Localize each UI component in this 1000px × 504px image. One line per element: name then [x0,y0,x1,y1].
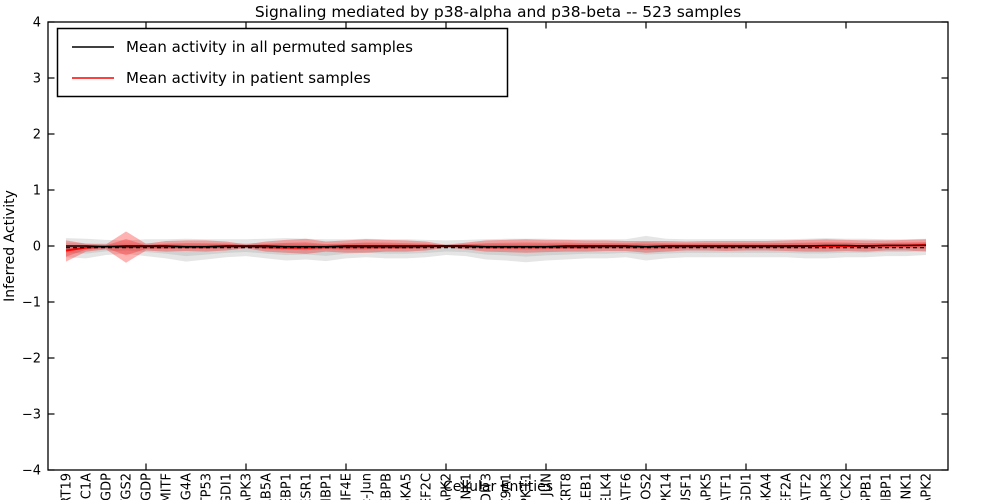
x-category-label: EIF4EBP1 [280,473,295,500]
y-tick-label: 1 [33,184,41,199]
x-category-label: ELK4 [600,473,615,500]
x-category-label: MAPKAPK5 [700,473,715,500]
x-category-label: MITF [160,473,175,500]
legend-label-patient: Mean activity in patient samples [126,69,371,87]
x-category-label: HSPB1 [860,473,875,500]
y-tick-label: −4 [22,464,41,479]
x-category-label: DDIT3 [480,473,495,500]
x-category-label: PLA2G4A [180,473,195,500]
x-category-label: MAPK11 [520,473,535,500]
x-category-label: ATF1 [720,473,735,500]
x-category-label: GDI1 [740,473,755,500]
x-category-label: EIF4E [340,473,355,500]
x-category-label: mol:GDP [100,473,115,500]
x-category-label: MAPKAPK3 [240,473,255,500]
legend-box [56,27,509,98]
x-category-label: KRT19 [60,473,75,500]
x-category-label: ESR1 [300,473,315,500]
x-category-label: p38alpha-beta/MNK1 [900,473,915,500]
x-category-label: p38alpha-beta/MAPKAPK2 [920,473,935,500]
x-category-label: p38alpha-beta/CK2 [840,473,855,500]
x-category-label: RAB5A [260,473,275,500]
permuted-mean-line [66,244,926,248]
legend: Mean activity in all permuted samples Me… [56,27,509,98]
x-category-label: PTGS2 [120,473,135,500]
y-tick-label: 3 [33,72,41,87]
y-tick-label: 4 [33,16,41,31]
plot-content: 4 3 2 1 0 −1 −2 −3 −4 KRT19 PPARGC1A mol:GDP PTGS2 RA… [22,16,948,504]
x-category-label: MEF2C [420,473,435,500]
y-tick-label: −3 [22,408,41,423]
x-category-label: TP53 [200,473,215,500]
y-tick-label: 0 [33,240,41,255]
x-category-label: RAB5/GDP/GDI1 [220,473,235,500]
x-category-label: ATF2/c-Jun [360,473,375,500]
x-category-label: KRT8 [560,473,575,500]
x-category-label: ATF2 [800,473,815,500]
x-category-label: RAB5/GDP [140,473,155,500]
permuted-band [66,235,926,263]
x-category-label: MAPK14 [660,473,675,500]
x-category-label: MKNK1 [460,473,475,500]
chart-title: Signaling mediated by p38-alpha and p38-… [255,3,741,21]
x-category-label: MAPKAPK2 [440,473,455,500]
x-category-label: p38alpha-beta/HBP1 [880,473,895,500]
x-category-label: CEBPB [380,473,395,500]
y-axis-label: Inferred Activity [2,190,18,302]
x-category-label: CREB1 [580,473,595,500]
x-category-label: NOS2 [640,473,655,500]
x-category-label: USF1 [680,473,695,500]
x-category-label: JUN [540,473,555,497]
y-tick-label: −2 [22,352,41,367]
x-category-label: p38alpha-beta/MAPKAPK3 [820,473,835,500]
x-category-label: SLC9A1 [500,473,515,500]
plot-area [47,21,949,471]
x-category-label: PPARGC1A [80,473,95,500]
x-axis-label: Cellular Entities [443,479,553,495]
y-tick-label: 2 [33,128,41,143]
x-category-label: HBP1 [320,473,335,500]
x-category-label: RPS6KA5 [400,473,415,500]
legend-label-permuted: Mean activity in all permuted samples [126,38,413,56]
x-category-label: ATF6 [620,473,635,500]
x-category-label: MEF2A [780,473,795,500]
x-category-label: RPS6KA4 [760,473,775,500]
y-tick-label: −1 [22,296,41,311]
